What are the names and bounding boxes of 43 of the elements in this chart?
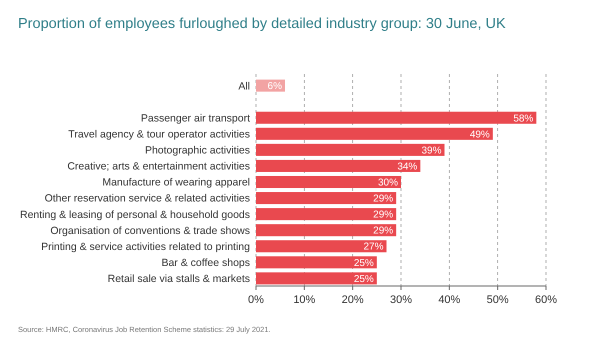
y-tick-label: Manufacture of wearing apparel xyxy=(102,176,250,189)
data-label: 58% xyxy=(513,113,534,124)
y-tick-label: Travel agency & tour operator activities xyxy=(68,128,250,140)
y-tick-label: Organisation of conventions & trade shows xyxy=(50,224,250,237)
data-label: 39% xyxy=(421,145,442,156)
bar xyxy=(256,128,493,140)
bar xyxy=(256,160,420,172)
data-label: 27% xyxy=(363,242,384,253)
x-tick-label: 20% xyxy=(342,294,364,306)
y-tick-label: Passenger air transport xyxy=(140,112,250,124)
data-label: 30% xyxy=(378,178,398,188)
bar xyxy=(256,112,536,124)
data-label: 25% xyxy=(354,258,374,269)
data-label: 25% xyxy=(354,274,374,285)
data-label: 29% xyxy=(373,194,394,205)
x-tick-label: 10% xyxy=(293,294,316,306)
bar xyxy=(256,240,386,252)
y-tick-label: Other reservation service & related activities xyxy=(44,192,250,205)
x-tick-label: 60% xyxy=(534,294,558,306)
y-tick-label: Printing & service activities related to printing xyxy=(41,240,250,253)
bar xyxy=(256,144,444,156)
chart-title: Proportion of employees furloughed by detailed industry group: 30 June, UK xyxy=(18,16,506,32)
x-tick-label: 30% xyxy=(390,294,412,306)
x-tick-label: 40% xyxy=(438,294,461,306)
data-label: 29% xyxy=(373,226,394,237)
y-tick-label: Bar & coffee shops xyxy=(161,256,250,269)
y-tick-label: Creative; arts & entertainment activities xyxy=(67,160,250,173)
y-tick-label: Photographic activities xyxy=(144,144,250,157)
bar xyxy=(256,256,377,268)
data-label: 49% xyxy=(470,129,490,140)
y-tick-label: Renting & leasing of personal & household goods xyxy=(20,208,250,221)
data-label: 34% xyxy=(397,161,418,172)
bar xyxy=(256,224,396,236)
x-tick-label: 0% xyxy=(248,294,264,306)
bar xyxy=(256,272,377,284)
bar xyxy=(256,208,396,220)
data-label: 29% xyxy=(373,210,394,221)
data-label: 6% xyxy=(268,81,282,92)
bar xyxy=(256,192,396,204)
y-tick-label: Retail sale via stalls & markets xyxy=(108,273,250,286)
y-tick-label: All xyxy=(238,80,250,92)
bar xyxy=(256,176,401,188)
x-tick-label: 50% xyxy=(486,294,509,306)
